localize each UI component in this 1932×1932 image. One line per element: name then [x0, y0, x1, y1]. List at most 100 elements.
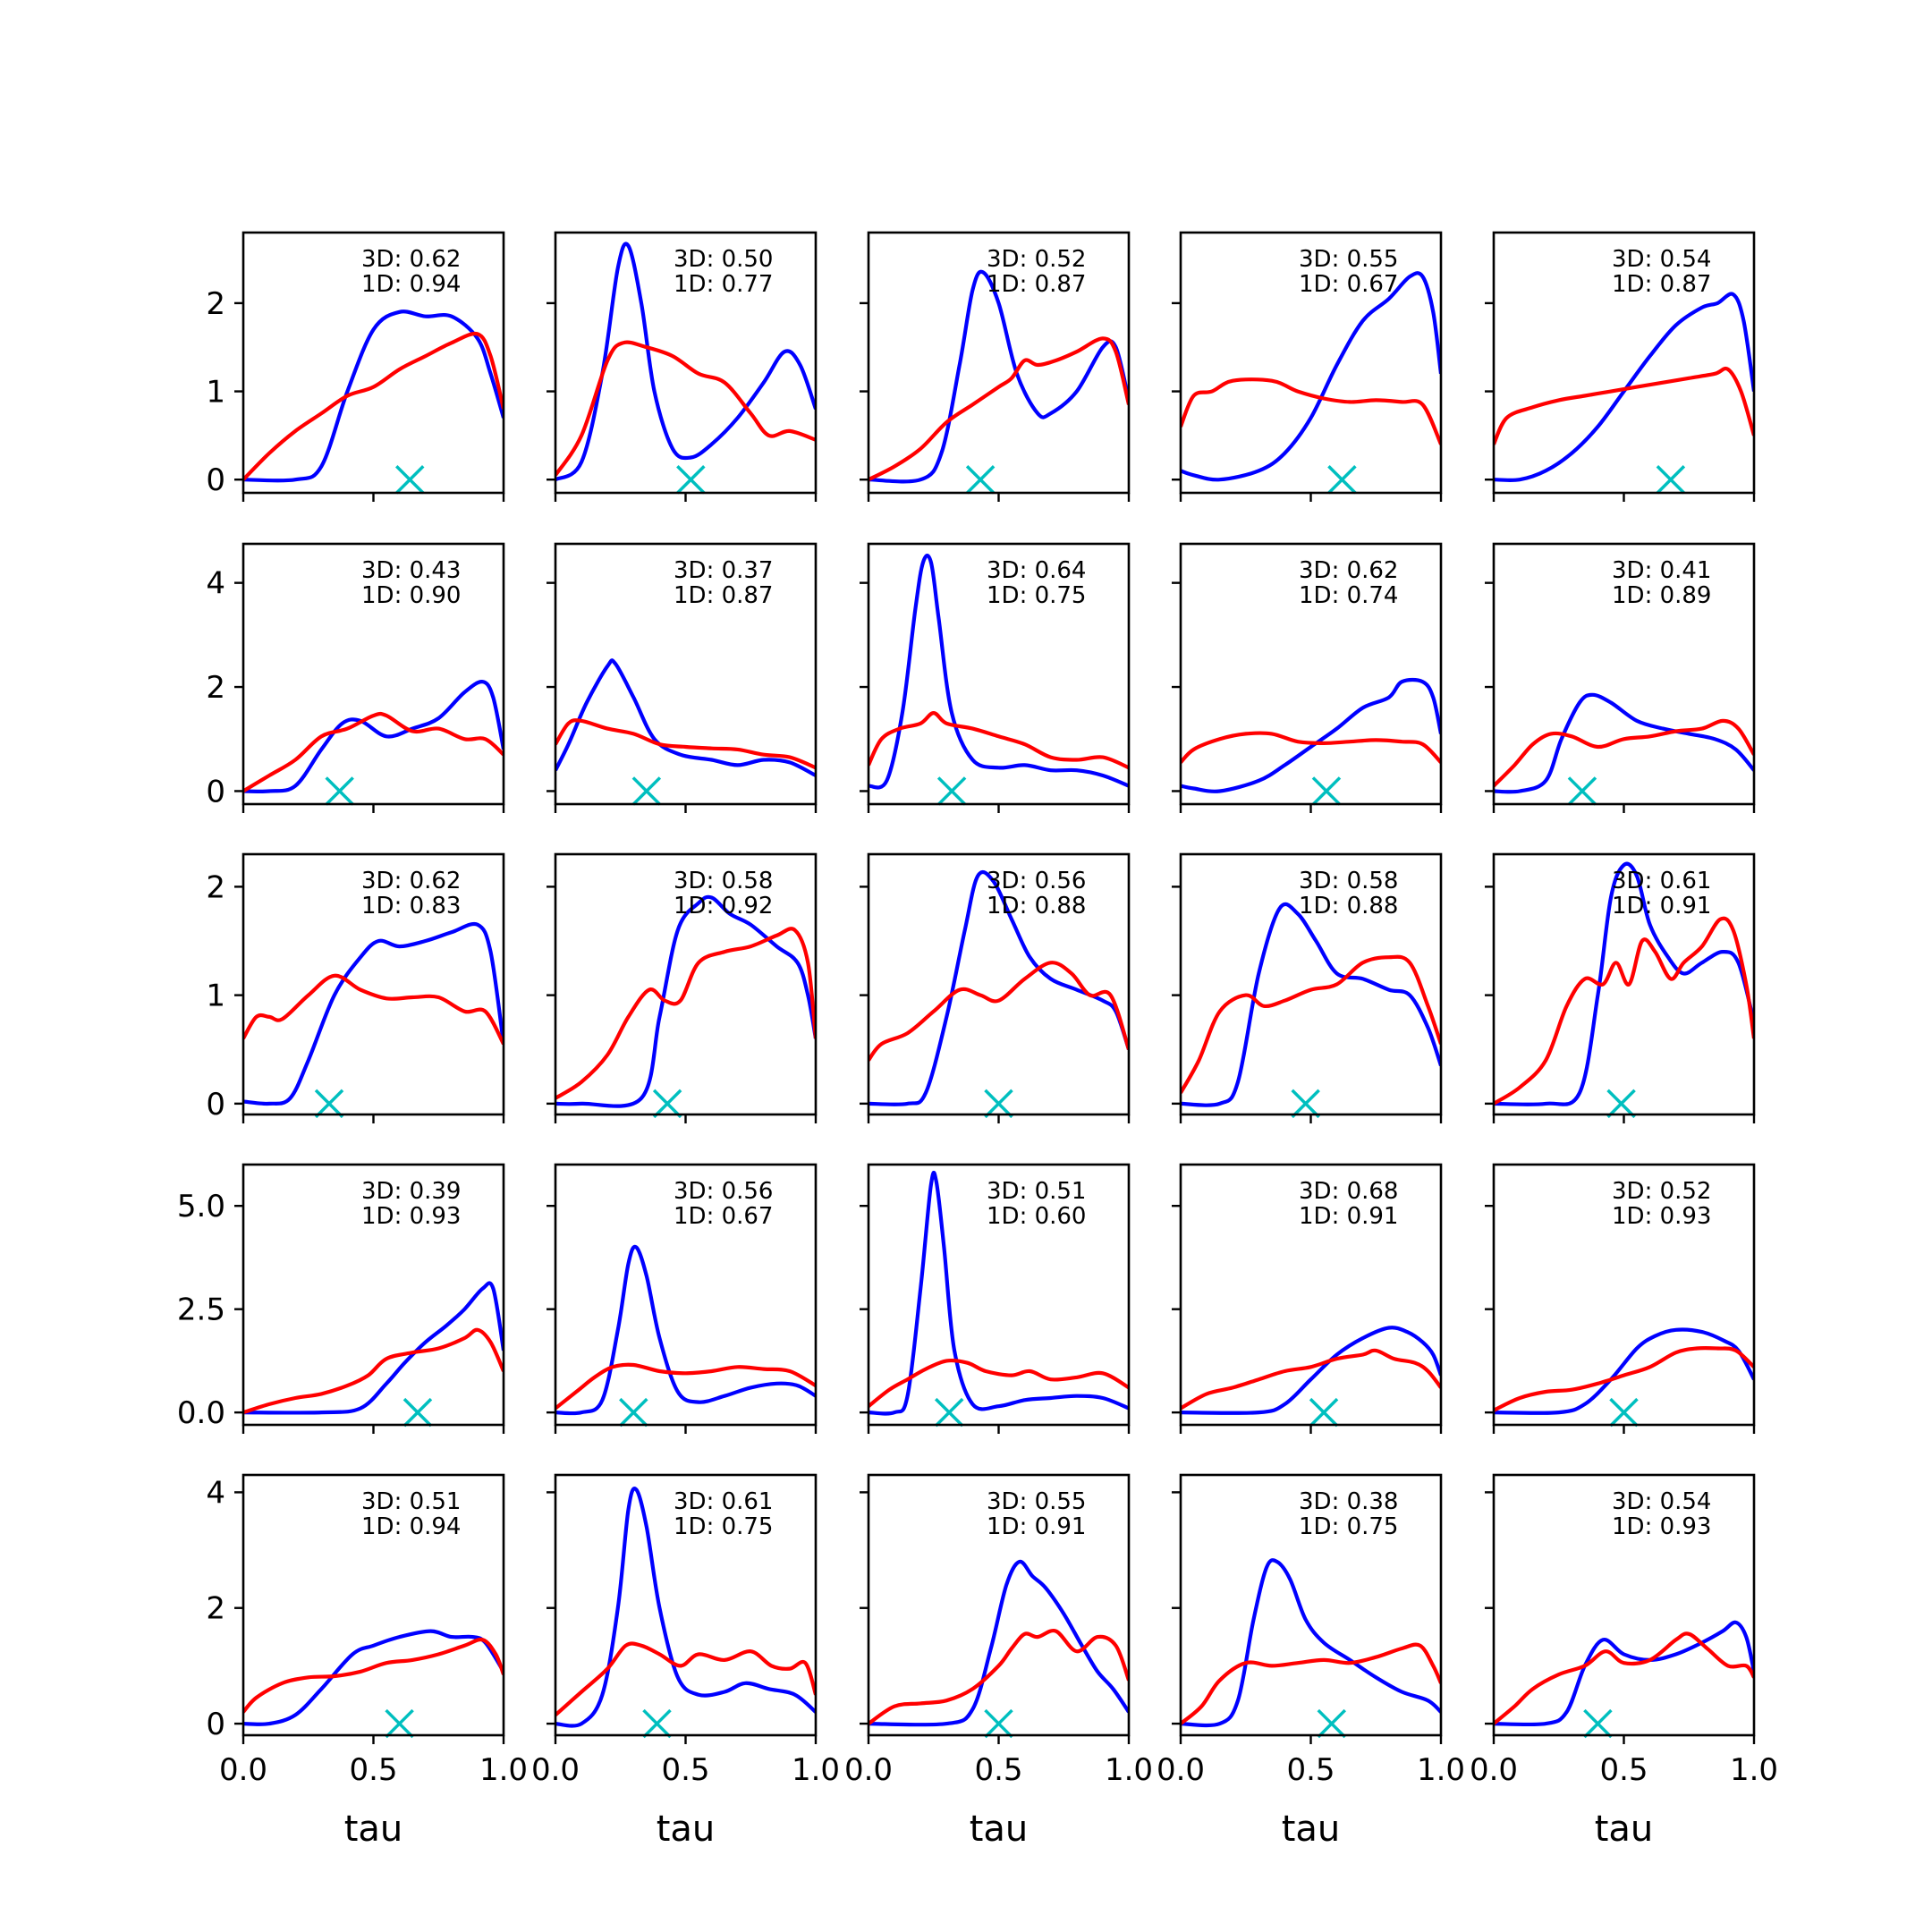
red-series-line [555, 718, 816, 770]
x-tick-label: 0.5 [1286, 1752, 1335, 1788]
annotation-3d: 3D: 0.41 [1612, 557, 1711, 584]
x-marker [1291, 1089, 1320, 1119]
annotation-3d: 3D: 0.55 [987, 1488, 1086, 1515]
blue-series-line [1181, 902, 1441, 1107]
blue-series-line [1181, 1326, 1441, 1415]
x-tick-label: 1.0 [792, 1752, 840, 1788]
red-series-line [1181, 1348, 1441, 1411]
annotation-1d: 1D: 0.92 [674, 893, 773, 919]
annotation-3d: 3D: 0.58 [1299, 868, 1398, 894]
annotation-1d: 1D: 0.88 [1299, 893, 1398, 919]
red-series-line [1494, 1631, 1754, 1725]
x-marker [965, 464, 996, 495]
annotation-3d: 3D: 0.37 [674, 557, 773, 584]
annotation-3d: 3D: 0.51 [987, 1178, 1086, 1205]
blue-series-line [243, 921, 504, 1106]
blue-series-line [555, 1244, 816, 1416]
red-series-line [243, 1637, 504, 1714]
x-marker [1327, 464, 1357, 495]
x-tick-label: 0.0 [219, 1752, 267, 1788]
y-tick-label: 0 [206, 1087, 225, 1123]
annotation-3d: 3D: 0.39 [361, 1178, 461, 1205]
annotation-3d: 3D: 0.52 [1612, 1178, 1711, 1205]
annotation-1d: 1D: 0.90 [361, 582, 461, 609]
annotation-1d: 1D: 0.75 [1299, 1513, 1398, 1540]
x-tick-label: 0.5 [349, 1752, 397, 1788]
annotation-1d: 1D: 0.94 [361, 1513, 461, 1540]
annotation-1d: 1D: 0.91 [1299, 1203, 1398, 1230]
red-series-line [1494, 366, 1754, 445]
x-tick-label: 0.0 [844, 1752, 893, 1788]
x-marker [402, 1397, 433, 1428]
annotation-1d: 1D: 0.89 [1612, 582, 1711, 609]
blue-series-line [869, 1559, 1129, 1727]
red-series-line [1181, 731, 1441, 764]
annotation-1d: 1D: 0.87 [987, 271, 1086, 298]
y-tick-label: 0 [206, 462, 225, 498]
x-tick-label: 1.0 [1730, 1752, 1778, 1788]
red-series-line [869, 1628, 1129, 1725]
blue-series-line [869, 553, 1129, 790]
annotation-1d: 1D: 0.74 [1299, 582, 1398, 609]
annotation-3d: 3D: 0.55 [1299, 246, 1398, 273]
x-tick-label: 0.5 [974, 1752, 1022, 1788]
annotation-3d: 3D: 0.68 [1299, 1178, 1398, 1205]
red-series-line [555, 340, 816, 477]
blue-series-line [243, 680, 504, 793]
red-series-line [243, 1327, 504, 1415]
x-marker [314, 1089, 344, 1119]
x-marker [1609, 1397, 1639, 1428]
red-series-line [243, 331, 504, 481]
y-tick-label: 2 [206, 670, 225, 706]
x-marker [1317, 1708, 1347, 1739]
red-series-line [869, 711, 1129, 770]
x-marker [631, 776, 662, 806]
annotation-3d: 3D: 0.56 [987, 868, 1086, 894]
annotation-3d: 3D: 0.61 [674, 1488, 773, 1515]
red-series-line [1181, 954, 1441, 1094]
annotation-3d: 3D: 0.62 [1299, 557, 1398, 584]
x-marker [934, 1397, 964, 1428]
blue-series-line [869, 869, 1129, 1106]
x-tick-label: 0.0 [531, 1752, 580, 1788]
annotation-3d: 3D: 0.64 [987, 557, 1086, 584]
annotation-1d: 1D: 0.88 [987, 893, 1086, 919]
blue-series-line [869, 1170, 1129, 1416]
x-marker [385, 1708, 414, 1739]
red-series-line [555, 927, 816, 1100]
blue-series-line [1494, 861, 1754, 1106]
y-tick-label: 2.5 [177, 1292, 225, 1328]
x-axis-label: tau [1595, 1809, 1654, 1850]
x-marker [676, 464, 706, 495]
x-tick-label: 1.0 [1105, 1752, 1153, 1788]
blue-series-line [1181, 1558, 1441, 1728]
annotation-1d: 1D: 0.91 [1612, 893, 1711, 919]
annotation-1d: 1D: 0.83 [361, 893, 461, 919]
annotation-1d: 1D: 0.75 [674, 1513, 773, 1540]
x-tick-label: 0.5 [661, 1752, 709, 1788]
x-tick-label: 0.0 [1157, 1752, 1205, 1788]
y-tick-label: 2 [206, 286, 225, 322]
x-marker [1583, 1708, 1613, 1739]
x-axis-label: tau [657, 1809, 716, 1850]
red-series-line [1181, 377, 1441, 445]
annotation-3d: 3D: 0.54 [1612, 246, 1711, 273]
x-marker [1567, 776, 1597, 806]
blue-series-line [1494, 692, 1754, 794]
